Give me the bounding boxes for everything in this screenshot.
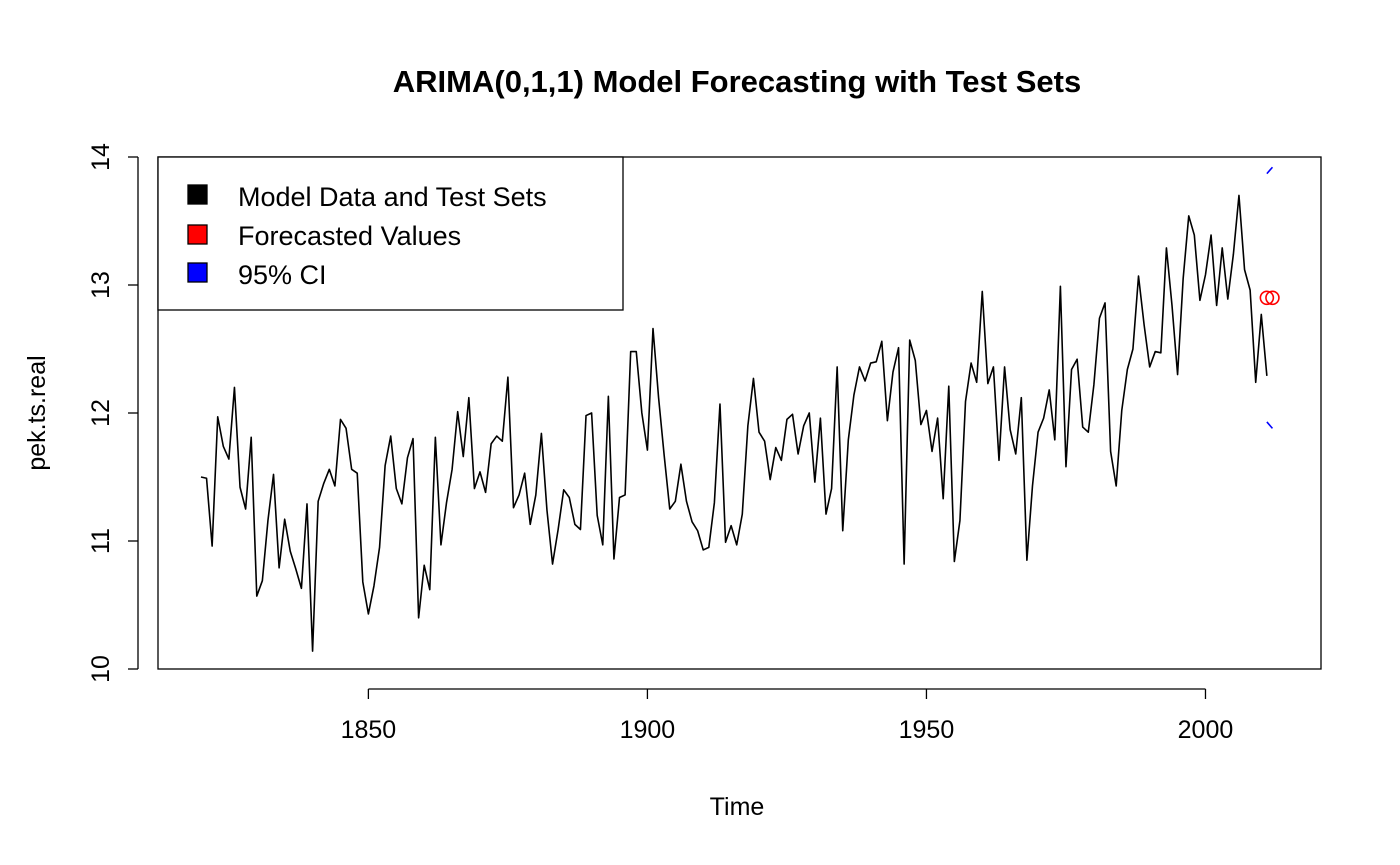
y-tick-label: 11 bbox=[87, 528, 115, 554]
y-axis: 10 11 12 13 14 bbox=[87, 143, 139, 683]
plot-frame bbox=[157, 156, 1322, 670]
ci-lower-line bbox=[1266, 421, 1274, 429]
x-tick-label: 1850 bbox=[341, 716, 397, 744]
ci-upper-line bbox=[1266, 166, 1274, 175]
x-tick-label: 1900 bbox=[620, 716, 676, 744]
y-tick-label: 14 bbox=[87, 143, 115, 171]
series-layer bbox=[200, 166, 1280, 652]
y-tick-label: 10 bbox=[87, 655, 115, 683]
y-tick-label: 12 bbox=[87, 399, 115, 427]
forecast-point bbox=[1265, 290, 1280, 306]
y-axis-label: pek.ts.real bbox=[23, 355, 51, 470]
legend-label-model: Model Data and Test Sets bbox=[238, 182, 547, 212]
legend: Model Data and Test Sets Forecasted Valu… bbox=[157, 156, 624, 311]
x-tick-label: 2000 bbox=[1178, 716, 1234, 744]
legend-box bbox=[157, 156, 624, 311]
forecast-point bbox=[1259, 290, 1275, 306]
chart-title: ARIMA(0,1,1) Model Forecasting with Test… bbox=[393, 64, 1081, 99]
legend-label-ci: 95% CI bbox=[238, 260, 327, 290]
series-line-observed bbox=[200, 194, 1268, 652]
legend-swatch-red bbox=[187, 224, 208, 245]
legend-label-forecast: Forecasted Values bbox=[238, 221, 461, 251]
legend-swatch-blue bbox=[187, 262, 208, 283]
x-tick-label: 1950 bbox=[899, 716, 955, 744]
x-axis-label: Time bbox=[710, 793, 765, 821]
y-tick-label: 13 bbox=[87, 271, 115, 299]
x-axis: 1850 1900 1950 2000 bbox=[341, 688, 1234, 744]
legend-swatch-black bbox=[187, 184, 208, 205]
